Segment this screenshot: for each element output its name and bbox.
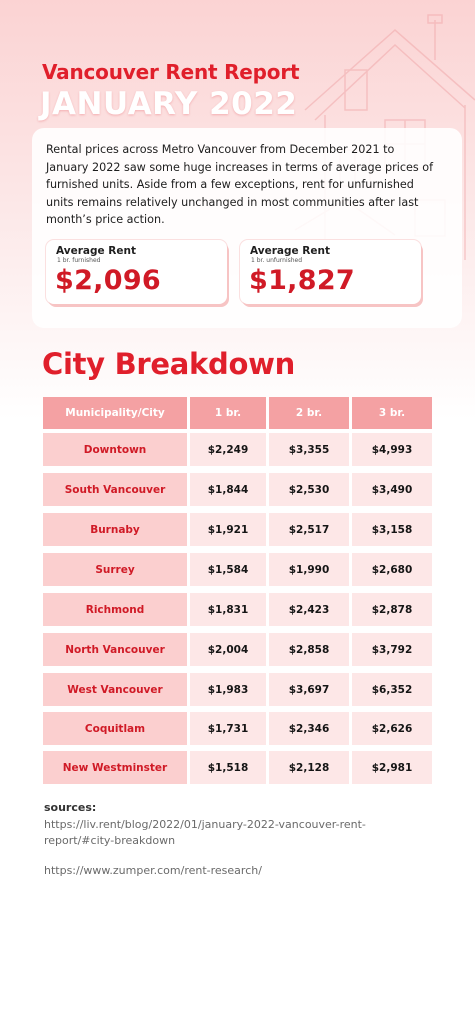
stat-value: $2,096	[55, 265, 161, 296]
table-cell-2br: $2,858	[269, 633, 349, 666]
stat-sublabel: 1 br. furnished	[57, 257, 101, 264]
column-header-municipality: Municipality/City	[43, 397, 187, 429]
table-cell-2br: $2,530	[269, 473, 349, 506]
table-cell-1br: $1,921	[190, 513, 266, 546]
table-cell-2br: $2,346	[269, 712, 349, 745]
section-title: City Breakdown	[42, 347, 295, 381]
table-row-city: New Westminster	[43, 751, 187, 784]
table-cell-2br: $2,423	[269, 593, 349, 626]
table-cell-3br: $3,792	[352, 633, 432, 666]
stat-card-furnished: Average Rent 1 br. furnished $2,096	[46, 240, 227, 304]
table-cell-3br: $2,680	[352, 553, 432, 586]
table-cell-3br: $4,993	[352, 433, 432, 466]
table-cell-1br: $1,518	[190, 751, 266, 784]
stat-card-unfurnished: Average Rent 1 br. unfurnished $1,827	[240, 240, 421, 304]
source-link-livrent[interactable]: https://liv.rent/blog/2022/01/january-20…	[44, 818, 366, 847]
table-row-city: Downtown	[43, 433, 187, 466]
table-cell-2br: $2,517	[269, 513, 349, 546]
stat-sublabel: 1 br. unfurnished	[251, 257, 303, 264]
source-link-zumper[interactable]: https://www.zumper.com/rent-research/	[44, 864, 262, 877]
sources-heading: sources:	[44, 801, 97, 814]
table-cell-2br: $3,355	[269, 433, 349, 466]
table-cell-3br: $6,352	[352, 673, 432, 706]
table-cell-3br: $2,878	[352, 593, 432, 626]
table-row-city: Burnaby	[43, 513, 187, 546]
table-row-city: Coquitlam	[43, 712, 187, 745]
table-row-city: North Vancouver	[43, 633, 187, 666]
table-cell-2br: $2,128	[269, 751, 349, 784]
table-cell-1br: $1,831	[190, 593, 266, 626]
table-cell-1br: $1,983	[190, 673, 266, 706]
table-cell-3br: $3,490	[352, 473, 432, 506]
table-cell-3br: $3,158	[352, 513, 432, 546]
table-cell-3br: $2,981	[352, 751, 432, 784]
table-row-city: West Vancouver	[43, 673, 187, 706]
intro-paragraph: Rental prices across Metro Vancouver fro…	[46, 143, 434, 226]
table-row-city: Surrey	[43, 553, 187, 586]
column-header-3br: 3 br.	[352, 397, 432, 429]
stat-label: Average Rent	[250, 245, 330, 257]
column-header-2br: 2 br.	[269, 397, 349, 429]
table-row-city: Richmond	[43, 593, 187, 626]
stat-label: Average Rent	[56, 245, 136, 257]
table-cell-1br: $1,844	[190, 473, 266, 506]
stat-value: $1,827	[249, 265, 355, 296]
column-header-1br: 1 br.	[190, 397, 266, 429]
table-cell-2br: $3,697	[269, 673, 349, 706]
table-row-city: South Vancouver	[43, 473, 187, 506]
table-cell-1br: $1,584	[190, 553, 266, 586]
table-cell-3br: $2,626	[352, 712, 432, 745]
table-cell-1br: $2,249	[190, 433, 266, 466]
table-cell-1br: $2,004	[190, 633, 266, 666]
report-title: Vancouver Rent Report	[42, 60, 300, 84]
table-cell-1br: $1,731	[190, 712, 266, 745]
report-subtitle: JANUARY 2022	[40, 86, 298, 122]
table-cell-2br: $1,990	[269, 553, 349, 586]
